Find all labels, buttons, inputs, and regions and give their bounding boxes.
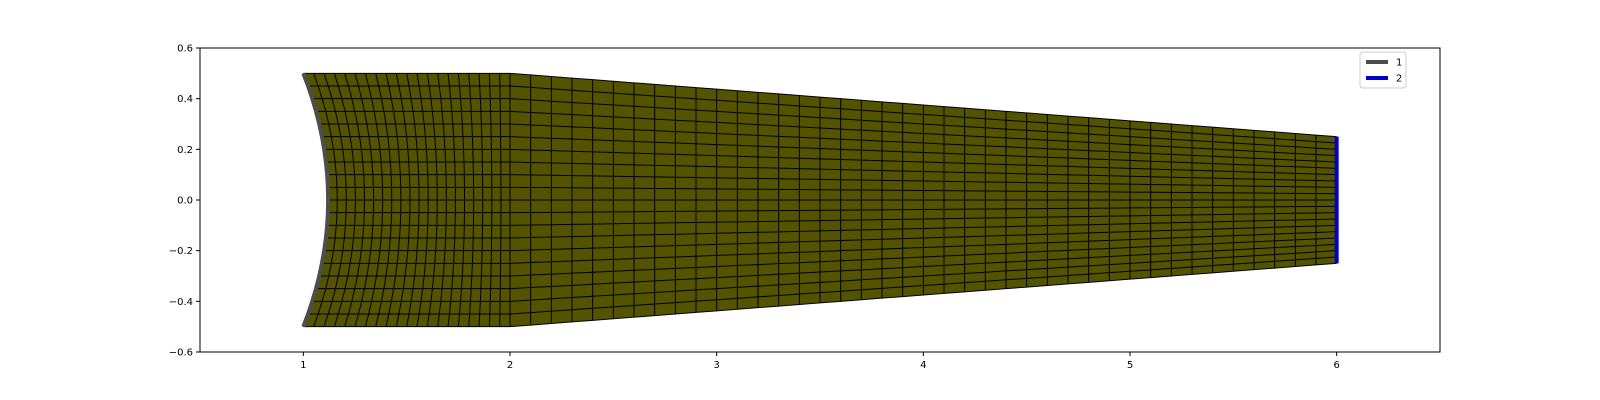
mesh-row-line (324, 148, 1337, 176)
mesh-row-line (315, 243, 1337, 290)
mesh-row-line (321, 136, 1337, 169)
mesh-row-line (325, 218, 1337, 239)
boundary-lines (301, 72, 1339, 328)
mesh-row-line (303, 72, 1337, 138)
x-tick-label: 4 (920, 360, 926, 371)
mesh (302, 72, 1338, 328)
mesh-row-line (312, 98, 1337, 150)
y-axis-ticks: −0.6 −0.4 −0.2 0.0 0.2 0.4 0.6 (169, 44, 200, 359)
mesh-row-line (327, 212, 1337, 226)
mesh-row-line (308, 85, 1337, 144)
y-tick-label: 0.6 (177, 44, 193, 55)
y-tick-label: 0.0 (177, 196, 193, 207)
mesh-row-line (325, 161, 1337, 182)
mesh-row-line (308, 256, 1337, 315)
mesh-row-line (324, 224, 1337, 252)
mesh-row-line (319, 123, 1337, 163)
mesh-row-line (315, 110, 1337, 157)
x-tick-label: 3 (713, 360, 719, 371)
x-tick-label: 6 (1333, 360, 1339, 371)
y-tick-label: −0.6 (169, 348, 193, 359)
mesh-row-line (327, 186, 1337, 195)
y-tick-label: 0.4 (177, 94, 193, 105)
x-tick-label: 1 (300, 360, 306, 371)
mesh-row-line (321, 231, 1337, 264)
mesh-row-line (327, 174, 1337, 188)
mesh-row-line (327, 205, 1337, 214)
y-tick-label: −0.2 (169, 246, 193, 257)
mesh-row-line (303, 262, 1337, 328)
y-tick-label: −0.4 (169, 297, 193, 308)
x-tick-label: 2 (507, 360, 513, 371)
mesh-row-line (312, 250, 1337, 302)
y-tick-label: 0.2 (177, 145, 193, 156)
x-tick-label: 5 (1127, 360, 1133, 371)
x-axis-ticks: 1 2 3 4 5 6 (300, 352, 1340, 371)
legend-label: 2 (1396, 74, 1402, 85)
legend-label: 1 (1396, 58, 1402, 69)
boundary-1-line (301, 72, 331, 328)
legend: 12 (1359, 51, 1407, 89)
mesh-row-line (319, 237, 1337, 277)
